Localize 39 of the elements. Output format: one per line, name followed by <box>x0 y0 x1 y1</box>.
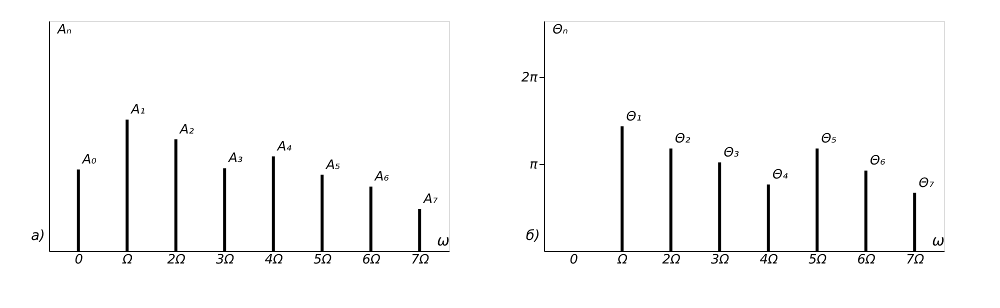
x-tick-label: 0 <box>570 252 578 268</box>
x-tick-label: Ω <box>122 252 133 268</box>
annotation: Θ₂ <box>674 131 690 146</box>
y-tick-label: π <box>530 157 538 172</box>
x-tick-label: 4Ω <box>264 252 284 268</box>
x-tick-label: 4Ω <box>760 252 778 268</box>
x-tick-label: 5Ω <box>808 252 827 268</box>
x-axis-title: ω <box>932 232 944 250</box>
x-tick-label: 2Ω <box>167 252 186 268</box>
x-tick-label: 7Ω <box>411 252 430 268</box>
x-axis-title: ω <box>436 232 450 250</box>
annotation: A₀ <box>81 152 98 168</box>
annotation: A₇ <box>422 192 439 207</box>
y-axis-title: Aₙ <box>56 22 72 38</box>
annotation: A₃ <box>228 151 243 166</box>
annotation: Θ₅ <box>821 131 837 146</box>
annotation: Θ₁ <box>626 109 642 124</box>
annotation: Θ₇ <box>918 176 935 191</box>
annotation: A₆ <box>374 170 389 185</box>
x-tick-label: 2Ω <box>662 252 681 268</box>
annotation: Θ₃ <box>724 145 740 160</box>
text: а) <box>30 228 45 244</box>
annotation: A₁ <box>130 102 146 118</box>
annotation: Θ₄ <box>772 167 789 182</box>
x-tick-label: 7Ω <box>906 252 924 268</box>
x-tick-label: Ω <box>616 252 628 268</box>
annotation: A₅ <box>325 158 340 173</box>
x-tick-label: 3Ω <box>711 252 730 268</box>
x-tick-label: 6Ω <box>857 252 876 268</box>
y-tick-label: 2π <box>521 70 538 86</box>
x-tick-label: 3Ω <box>216 252 234 268</box>
text: б) <box>526 228 540 244</box>
x-tick-label: 5Ω <box>314 252 332 268</box>
x-tick-label: 0 <box>74 252 84 268</box>
annotation: Θ₆ <box>870 154 886 169</box>
x-tick-label: 6Ω <box>362 252 381 268</box>
y-axis-title: Θₙ <box>552 22 568 38</box>
annotation: A₄ <box>276 139 292 154</box>
annotation: A₂ <box>178 122 194 138</box>
